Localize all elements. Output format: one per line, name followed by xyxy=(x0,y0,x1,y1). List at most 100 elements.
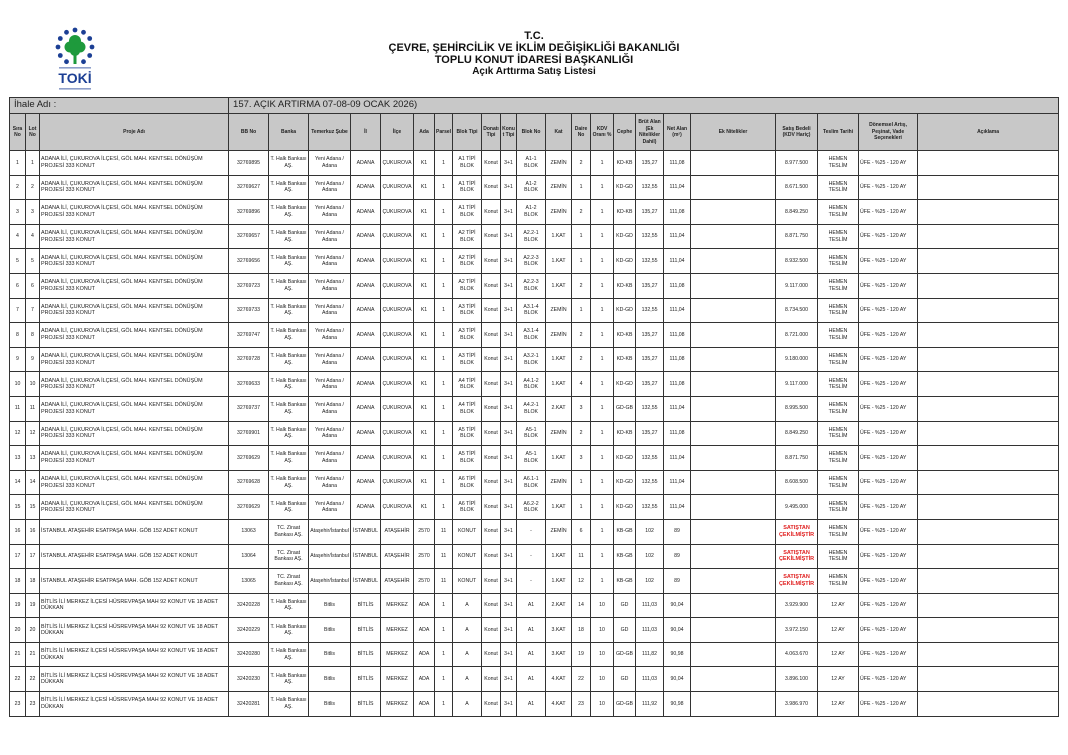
cell-ilce: MERKEZ xyxy=(380,691,415,717)
cell-satis-bedeli: 3.972.150 xyxy=(775,617,819,643)
cell-kdv-orani: 1 xyxy=(590,395,615,422)
cell-satis-bedeli: 8.849.250 xyxy=(775,199,819,225)
cell-blok-no: A1-1 BLOK xyxy=(516,150,547,176)
cell-satis-bedeli: SATIŞTAN ÇEKİLMİŞTİR xyxy=(775,543,819,570)
cell-il: İSTANBUL xyxy=(350,518,382,545)
cell-donati-tipi: Konut xyxy=(481,322,502,348)
cell-satis-bedeli: 9.117.000 xyxy=(775,371,819,397)
cell-ek-nitelikler xyxy=(690,395,777,422)
cell-donati-tipi: Konut xyxy=(481,469,502,496)
cell-blok-tipi: KONUT xyxy=(452,543,483,570)
column-headers: Sıra No Lot No Proje Adı BB No Banka Temerkuz… xyxy=(9,113,1060,151)
table-row: 12 12 ADANA İLİ, ÇUKUROVA İLÇESİ, GÖL MAH.… xyxy=(9,420,1060,447)
cell-temerkuz-sube: Yeni Adana / Adana xyxy=(308,297,352,324)
cell-ada: ADA xyxy=(413,641,436,668)
cell-proje-adi: İSTANBUL ATAŞEHİR ESATPAŞA MAH. GÖB 152 … xyxy=(38,543,230,570)
cell-blok-tipi: A4 TİPİ BLOK xyxy=(452,371,483,397)
cell-net-alan: 111,08 xyxy=(663,150,692,176)
cell-konut-tipi: 3+1 xyxy=(500,543,518,570)
cell-proje-adi: ADANA İLİ, ÇUKUROVA İLÇESİ, GÖL MAH. KEN… xyxy=(38,272,230,299)
cell-donati-tipi: Konut xyxy=(481,592,502,619)
cell-blok-tipi: A3 TİPİ BLOK xyxy=(452,346,483,373)
cell-temerkuz-sube: Yeni Adana / Adana xyxy=(308,322,352,348)
cell-donati-tipi: Konut xyxy=(481,223,502,250)
cell-blok-tipi: A xyxy=(452,617,483,643)
cell-blok-tipi: A1 TİPİ BLOK xyxy=(452,150,483,176)
column-header-proje-adi: Proje Adı xyxy=(38,113,230,151)
cell-sira-no: 23 xyxy=(9,691,26,717)
cell-net-alan: 111,04 xyxy=(663,494,692,520)
cell-il: ADANA xyxy=(350,199,382,225)
table-row: 18 18 İSTANBUL ATAŞEHİR ESATPAŞA MAH. GÖB … xyxy=(9,568,1060,594)
cell-aciklama xyxy=(917,371,1060,397)
cell-kdv-orani: 1 xyxy=(590,518,615,545)
cell-satis-bedeli: 8.932.500 xyxy=(775,248,819,274)
cell-donati-tipi: Konut xyxy=(481,199,502,225)
cell-net-alan: 111,08 xyxy=(663,420,692,447)
cell-konut-tipi: 3+1 xyxy=(500,494,518,520)
cell-kat: 1.KAT xyxy=(545,248,573,274)
cell-brut-alan: 132,55 xyxy=(635,223,665,250)
cell-aciklama xyxy=(917,518,1060,545)
cell-konut-tipi: 3+1 xyxy=(500,469,518,496)
table-row: 13 13 ADANA İLİ, ÇUKUROVA İLÇESİ, GÖL MAH.… xyxy=(9,445,1060,471)
cell-proje-adi: ADANA İLİ, ÇUKUROVA İLÇESİ, GÖL MAH. KEN… xyxy=(38,445,230,471)
column-header-bb-no: BB No xyxy=(228,113,270,151)
cell-daire-no: 18 xyxy=(571,617,592,643)
cell-ada: K1 xyxy=(413,322,436,348)
cell-kat: ZEMİN xyxy=(545,469,573,496)
cell-kat: ZEMİN xyxy=(545,199,573,225)
cell-ada: K1 xyxy=(413,420,436,447)
cell-proje-adi: ADANA İLİ, ÇUKUROVA İLÇESİ, GÖL MAH. KEN… xyxy=(38,346,230,373)
cell-ilce: ÇUKUROVA xyxy=(380,297,415,324)
cell-blok-no: A1 xyxy=(516,617,547,643)
cell-parsel: 1 xyxy=(434,174,454,201)
table-row: 16 16 İSTANBUL ATAŞEHİR ESATPAŞA MAH. GÖB … xyxy=(9,518,1060,545)
cell-bb-no: 13064 xyxy=(228,543,270,570)
cell-aciklama xyxy=(917,469,1060,496)
cell-konut-tipi: 3+1 xyxy=(500,518,518,545)
cell-il: ADANA xyxy=(350,174,382,201)
cell-cephe: KD-GD xyxy=(613,494,637,520)
cell-donemsel-artis: ÜFE - %25 - 120 AY xyxy=(858,641,919,668)
cell-net-alan: 111,04 xyxy=(663,297,692,324)
column-header-parsel: Parsel xyxy=(434,113,454,151)
cell-aciklama xyxy=(917,494,1060,520)
cell-brut-alan: 111,03 xyxy=(635,617,665,643)
cell-blok-tipi: A4 TİPİ BLOK xyxy=(452,395,483,422)
cell-ada: K1 xyxy=(413,371,436,397)
cell-il: ADANA xyxy=(350,371,382,397)
cell-aciklama xyxy=(917,420,1060,447)
cell-sira-no: 19 xyxy=(9,592,26,619)
ihale-name: 157. AÇIK ARTIRMA 07-08-09 OCAK 2026) xyxy=(228,97,1060,114)
cell-blok-tipi: KONUT xyxy=(452,568,483,594)
cell-banka: T. Halk Bankası AŞ. xyxy=(268,641,310,668)
cell-lot-no: 7 xyxy=(25,297,40,324)
cell-temerkuz-sube: Ataşehir/İstanbul xyxy=(308,568,352,594)
cell-ilce: MERKEZ xyxy=(380,641,415,668)
cell-net-alan: 89 xyxy=(663,543,692,570)
cell-blok-no: - xyxy=(516,543,547,570)
column-header-blok-no: Blok No xyxy=(516,113,547,151)
cell-blok-tipi: A1 TİPİ BLOK xyxy=(452,174,483,201)
cell-kat: 3.KAT xyxy=(545,641,573,668)
cell-ada: K1 xyxy=(413,223,436,250)
document-title: Açık Arttırma Satış Listesi xyxy=(472,66,596,77)
cell-il: ADANA xyxy=(350,272,382,299)
cell-banka: T. Halk Bankası AŞ. xyxy=(268,445,310,471)
cell-temerkuz-sube: Bitlis xyxy=(308,592,352,619)
cell-konut-tipi: 3+1 xyxy=(500,297,518,324)
cell-aciklama xyxy=(917,346,1060,373)
cell-ilce: ATAŞEHİR xyxy=(380,543,415,570)
cell-brut-alan: 111,82 xyxy=(635,641,665,668)
cell-ada: K1 xyxy=(413,174,436,201)
cell-satis-bedeli: 8.671.500 xyxy=(775,174,819,201)
cell-kat: ZEMİN xyxy=(545,420,573,447)
cell-proje-adi: ADANA İLİ, ÇUKUROVA İLÇESİ, GÖL MAH. KEN… xyxy=(38,420,230,447)
cell-brut-alan: 111,03 xyxy=(635,666,665,693)
cell-bb-no: 32769728 xyxy=(228,346,270,373)
cell-il: ADANA xyxy=(350,469,382,496)
cell-blok-no: A5-1 BLOK xyxy=(516,445,547,471)
cell-proje-adi: BİTLİS İLİ MERKEZ İLÇESİ HÜSREVPAŞA MAH … xyxy=(38,641,230,668)
cell-kdv-orani: 1 xyxy=(590,420,615,447)
